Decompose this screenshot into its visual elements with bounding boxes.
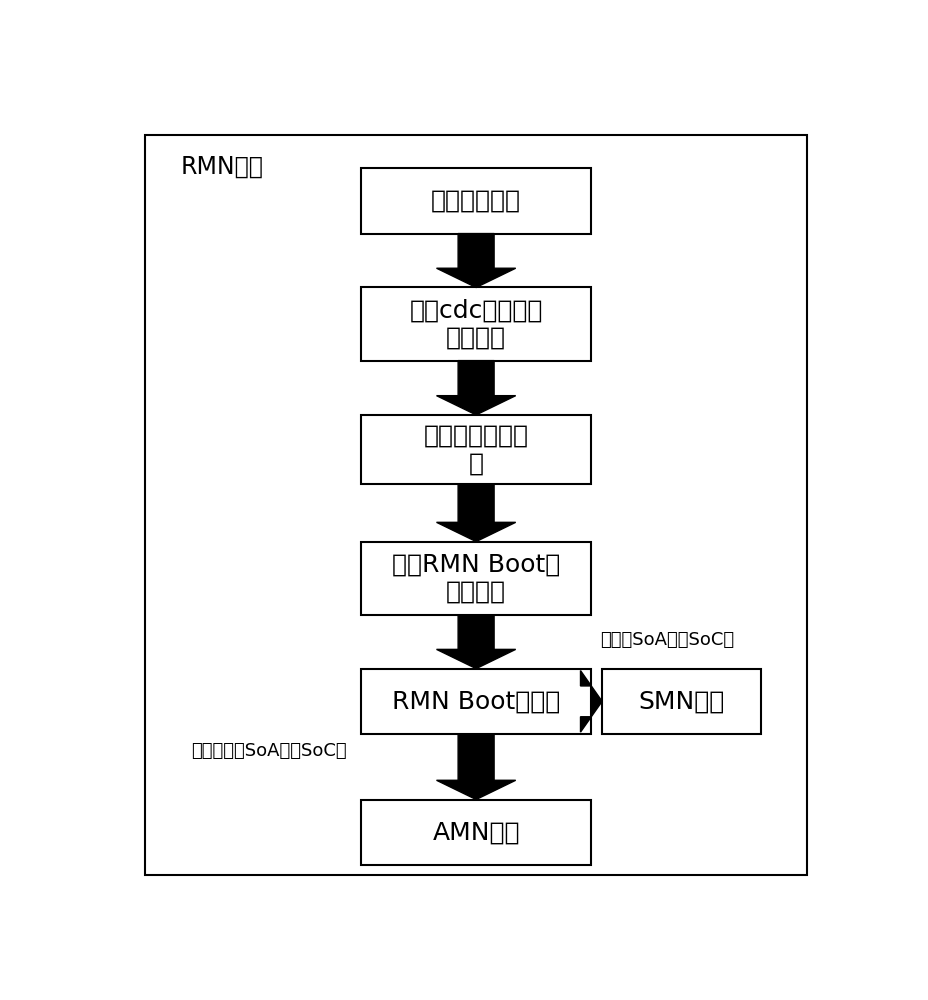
Bar — [360, 287, 590, 361]
Text: RMN Boot定时器: RMN Boot定时器 — [392, 689, 560, 713]
Bar — [360, 800, 590, 865]
Bar — [360, 168, 590, 234]
Polygon shape — [436, 734, 515, 800]
Text: 协议栈初始化: 协议栈初始化 — [431, 189, 521, 213]
Polygon shape — [436, 615, 515, 669]
Bar — [360, 415, 590, 484]
Bar — [360, 542, 590, 615]
Polygon shape — [436, 361, 515, 415]
Polygon shape — [436, 484, 515, 542]
Text: 没有检测到SoA帧或SoC帧: 没有检测到SoA帧或SoC帧 — [190, 742, 346, 760]
Text: 检测到SoA帧或SoC帧: 检测到SoA帧或SoC帧 — [599, 631, 733, 649]
Text: RMN启动: RMN启动 — [181, 155, 264, 179]
Bar — [601, 669, 760, 734]
Text: SMN激活: SMN激活 — [638, 689, 724, 713]
Polygon shape — [436, 234, 515, 287]
Text: AMN激活: AMN激活 — [432, 820, 520, 844]
Polygon shape — [580, 671, 601, 732]
Bar — [360, 669, 590, 734]
Text: 启动RMN Boot超
时定时器: 启动RMN Boot超 时定时器 — [392, 552, 560, 604]
Text: 读取cdc中的控制
节点列表: 读取cdc中的控制 节点列表 — [409, 298, 542, 350]
Text: 初始化超时定时
器: 初始化超时定时 器 — [423, 424, 528, 475]
